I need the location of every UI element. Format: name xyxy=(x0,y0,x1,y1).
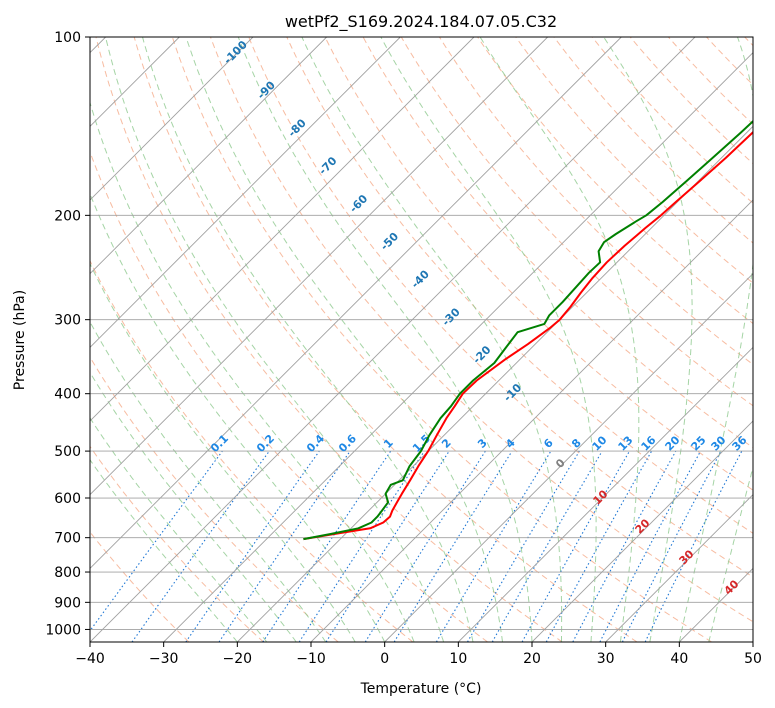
moist-adiabat-line xyxy=(678,37,753,642)
mixing-ratio-line xyxy=(185,450,320,642)
moist-adiabat-line xyxy=(185,37,503,642)
moist-adiabat-line xyxy=(90,192,386,642)
x-tick-label: −30 xyxy=(149,651,179,667)
dry-adiabat-line xyxy=(400,37,753,407)
moist-adiabat-line xyxy=(603,37,693,642)
dry-adiabat-line xyxy=(477,37,753,325)
dry-adiabat-line xyxy=(90,445,264,642)
dry-adiabat-line xyxy=(171,37,712,642)
moist-adiabat-line xyxy=(90,262,356,642)
moist-adiabat-line xyxy=(90,100,415,642)
dry-adiabat-line xyxy=(90,259,414,642)
isotherm-line xyxy=(310,199,753,642)
mixing-ratio-line xyxy=(131,450,270,642)
moist-adiabat-line xyxy=(708,465,753,642)
moist-adiabat-line xyxy=(479,37,640,642)
isotherm-line xyxy=(90,37,475,422)
dry-adiabat-line xyxy=(515,37,753,284)
x-axis: −40 −30 −20 −10 0 10 20 30 40 50 xyxy=(75,642,762,667)
mixing-ratio-line xyxy=(572,450,677,642)
moist-adiabat-line xyxy=(301,37,563,642)
mixing-ratio-line xyxy=(90,450,223,632)
chart-title: wetPf2_S169.2024.184.07.05.C32 xyxy=(285,12,557,32)
dewpoint-line xyxy=(303,119,753,541)
isotherm-line xyxy=(90,37,622,569)
y-tick-label: 900 xyxy=(54,595,81,611)
y-tick-label: 800 xyxy=(54,565,81,581)
mixing-ratio-line xyxy=(491,450,603,642)
dry-adiabat-line xyxy=(210,37,753,623)
y-tick-label: 1000 xyxy=(45,622,81,638)
x-tick-label: 20 xyxy=(523,651,541,667)
mixing-ratio-line xyxy=(393,450,513,642)
plot-frame xyxy=(89,36,754,643)
y-axis: 1000 900 800 700 600 500 400 300 200 100 xyxy=(45,30,90,638)
moist-adiabat-line xyxy=(90,417,268,642)
moist-adiabat-line xyxy=(105,37,445,642)
x-tick-label: −10 xyxy=(296,651,326,667)
dry-adiabat-line xyxy=(591,37,753,204)
mixing-ratio-line xyxy=(218,450,351,642)
plot-area: -100-90-80-70-60-50-40-30-20-10010203040… xyxy=(90,37,753,642)
isotherm-line xyxy=(237,125,753,642)
dry-adiabat-line xyxy=(324,37,753,491)
isotherm-line xyxy=(90,37,254,201)
isotherms xyxy=(90,37,753,642)
y-tick-label: 100 xyxy=(54,30,81,46)
isotherm-line xyxy=(90,37,401,348)
moist-adiabat-line xyxy=(90,320,327,642)
x-tick-label: 40 xyxy=(670,651,688,667)
y-tick-label: 700 xyxy=(54,531,81,547)
mixing-ratio-line xyxy=(435,450,552,642)
isotherm-line xyxy=(531,420,753,642)
isotherm-line xyxy=(90,37,696,642)
isotherm-line xyxy=(163,52,753,642)
x-tick-label: 30 xyxy=(597,651,615,667)
profile-series xyxy=(303,119,753,541)
dry-adiabat-line xyxy=(95,37,563,642)
dry-adiabat-line xyxy=(133,37,638,642)
y-axis-label: Pressure (hPa) xyxy=(12,290,28,390)
isotherm-line xyxy=(90,37,327,275)
x-axis-label: Temperature (°C) xyxy=(360,681,482,697)
x-tick-label: 50 xyxy=(744,651,762,667)
mixing-ratio-line xyxy=(325,450,450,642)
pressure-gridlines xyxy=(90,37,753,630)
mixing-ratio-line xyxy=(467,450,580,642)
x-tick-label: 0 xyxy=(380,651,389,667)
dry-adiabat-line xyxy=(248,37,753,578)
isotherm-line xyxy=(384,273,753,642)
y-tick-label: 200 xyxy=(54,208,81,224)
y-tick-label: 500 xyxy=(54,444,81,460)
x-tick-label: −20 xyxy=(223,651,253,667)
x-tick-label: −40 xyxy=(75,651,105,667)
x-tick-label: 10 xyxy=(449,651,467,667)
moist-adiabat-line xyxy=(141,37,474,642)
moist-adiabat-line xyxy=(380,37,597,642)
isotherm-line xyxy=(458,346,753,642)
dry-adiabat-line xyxy=(629,37,753,165)
y-tick-label: 600 xyxy=(54,491,81,507)
y-tick-label: 300 xyxy=(54,313,81,329)
temperature-line xyxy=(303,130,753,541)
isotherm-line xyxy=(605,494,753,642)
mixing-ratio-line xyxy=(364,450,486,642)
y-tick-label: 400 xyxy=(54,387,81,403)
moist-adiabat-line xyxy=(90,458,238,642)
mixing-ratio-line xyxy=(521,450,630,642)
isotherm-line xyxy=(90,37,548,496)
